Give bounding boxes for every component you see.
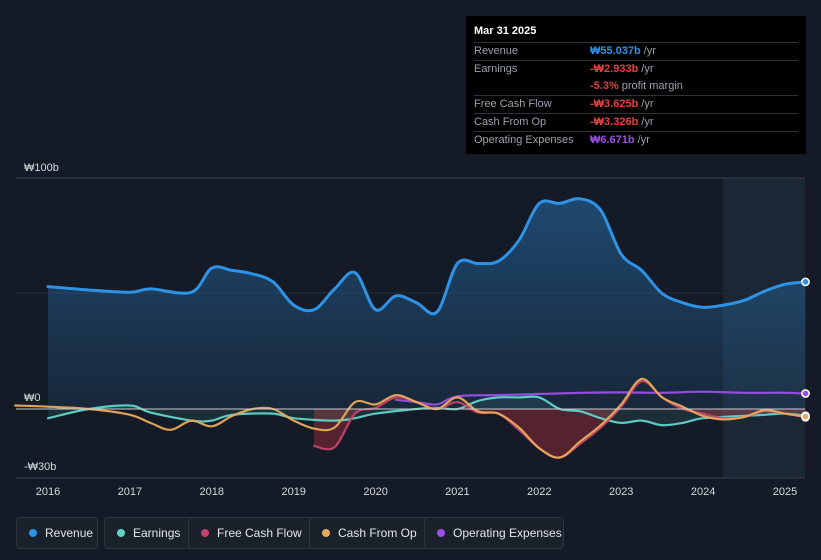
legend-item-operating-expenses[interactable]: Operating Expenses (424, 517, 564, 549)
legend-item-free-cash-flow[interactable]: Free Cash Flow (188, 517, 319, 549)
y-tick-label-zero: ₩0 (24, 392, 41, 404)
tooltip-value: ₩6.671b (590, 134, 635, 146)
tooltip-date: Mar 31 2025 (474, 24, 798, 43)
x-tick-label: 2016 (36, 486, 60, 498)
operating-expenses-end-marker (801, 389, 810, 398)
tooltip-label: Revenue (474, 45, 519, 57)
tooltip-value: -₩2.933b (590, 63, 639, 75)
tooltip-row-operating-expenses: Operating Expenses ₩6.671b /yr (474, 132, 798, 149)
x-tick-label: 2023 (609, 486, 633, 498)
cash-from-op-end-marker (801, 412, 810, 421)
x-tick-label: 2022 (527, 486, 551, 498)
tooltip-label: Free Cash Flow (474, 98, 552, 110)
tooltip-label: Earnings (474, 63, 518, 75)
y-tick-label-top: ₩100b (24, 162, 59, 174)
cash-from-op-dot-icon (322, 529, 330, 537)
free-cash-flow-dot-icon (201, 529, 209, 537)
operating-expenses-dot-icon (437, 529, 445, 537)
free-cash-flow-area (314, 407, 806, 458)
legend-label: Revenue (45, 526, 94, 540)
tooltip-unit: /yr (641, 63, 654, 75)
tooltip-label: Operating Expenses (474, 134, 574, 146)
tooltip-row-revenue: Revenue ₩55.037b /yr (474, 43, 798, 61)
legend-label: Earnings (133, 526, 181, 540)
tooltip-unit: /yr (641, 116, 654, 128)
tooltip-value: -₩3.326b (590, 116, 639, 128)
tooltip-unit: /yr (641, 98, 654, 110)
tooltip-value: -5.3% (590, 80, 619, 92)
tooltip-unit: /yr (637, 134, 650, 146)
legend-item-revenue[interactable]: Revenue (16, 517, 98, 549)
x-tick-label: 2024 (691, 486, 715, 498)
x-tick-label: 2019 (281, 486, 305, 498)
x-tick-label: 2020 (363, 486, 387, 498)
tooltip-row-profit-margin: -5.3% profit margin (474, 78, 798, 96)
earnings-line (46, 395, 807, 427)
x-tick-label: 2025 (773, 486, 797, 498)
x-tick-label: 2021 (445, 486, 469, 498)
x-tick-label: 2017 (118, 486, 142, 498)
legend-label: Cash From Op (338, 526, 417, 540)
revenue-area (48, 198, 806, 409)
revenue-line (46, 197, 807, 316)
tooltip-label (474, 78, 590, 95)
tooltip-unit: /yr (643, 45, 656, 57)
x-tick-label: 2018 (200, 486, 224, 498)
tooltip-row-free-cash-flow: Free Cash Flow -₩3.625b /yr (474, 96, 798, 114)
tooltip-unit: profit margin (621, 80, 683, 92)
legend-label: Free Cash Flow (217, 526, 302, 540)
revenue-end-marker (801, 277, 810, 287)
tooltip-label: Cash From Op (474, 116, 547, 128)
tooltip-value: -₩3.625b (590, 98, 639, 110)
legend-item-cash-from-op[interactable]: Cash From Op (309, 517, 433, 549)
tooltip-row-earnings: Earnings -₩2.933b /yr (474, 61, 798, 78)
earnings-dot-icon (117, 529, 125, 537)
earnings-area (48, 396, 806, 426)
revenue-dot-icon (29, 529, 37, 537)
tooltip-value: ₩55.037b (590, 45, 641, 57)
operating-expenses-line (394, 390, 807, 406)
tooltip-panel: Mar 31 2025 Revenue ₩55.037b /yr Earning… (466, 16, 806, 154)
y-tick-label-bottom: -₩30b (24, 461, 56, 473)
tooltip-row-cash-from-op: Cash From Op -₩3.326b /yr (474, 114, 798, 132)
legend-label: Operating Expenses (453, 526, 562, 540)
